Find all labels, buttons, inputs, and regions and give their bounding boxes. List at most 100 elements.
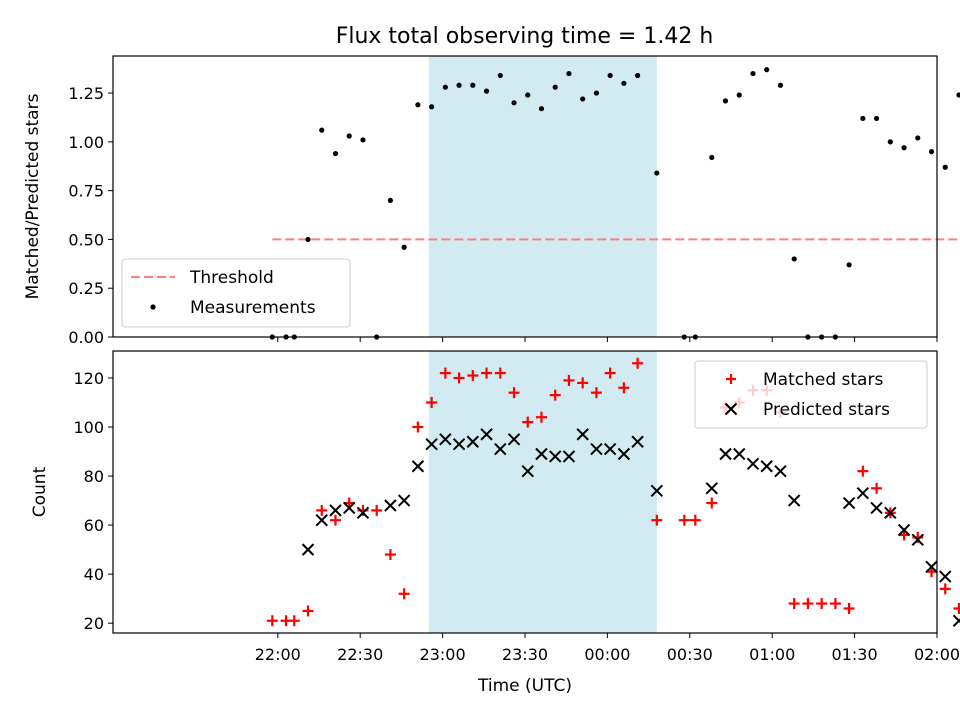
matched-star-point <box>535 411 547 423</box>
legend-measurements-swatch <box>150 304 156 310</box>
predicted-star-point <box>425 437 438 451</box>
matched-star-point <box>604 367 616 379</box>
matched-star-point <box>453 372 465 384</box>
predicted-star-point <box>521 464 534 478</box>
predicted-star-point <box>911 533 924 547</box>
matched-star-point <box>678 514 690 526</box>
bottom-y-tick-label: 40 <box>84 565 104 584</box>
predicted-star-point <box>343 501 356 515</box>
matched-star-point <box>508 387 520 399</box>
matched-star-point <box>439 367 451 379</box>
top-legend-box <box>121 258 351 328</box>
x-tick-label: 22:00 <box>255 645 301 664</box>
matched-star-point <box>549 389 561 401</box>
measurement-point <box>552 84 558 90</box>
measurement-point <box>873 115 880 122</box>
top-y-axis: 0.00 0.25 0.50 0.75 1.00 1.25 <box>68 84 113 347</box>
bottom-y-axis-label: Count <box>30 466 50 517</box>
predicted-star-point <box>562 450 576 463</box>
bottom-y-tick-label: 20 <box>84 614 104 633</box>
bottom-x-axis: 22:00 22:30 23:00 23:30 00:00 00:30 01:00 01:30… <box>255 633 960 664</box>
measurement-point <box>346 133 352 139</box>
measurement-point <box>483 88 490 94</box>
matched-star-point <box>481 367 493 379</box>
predicted-star-point <box>842 496 856 510</box>
measurement-point <box>387 197 394 204</box>
predicted-star-point <box>925 560 938 573</box>
top-y-tick-label: 0.75 <box>68 182 104 201</box>
bottom-legend: Matched stars Predicted stars <box>694 360 928 429</box>
measurement-point <box>511 100 517 106</box>
predicted-star-point <box>397 494 411 507</box>
predicted-star-point <box>535 447 548 461</box>
measurement-point <box>360 137 366 143</box>
measurement-point <box>791 256 797 262</box>
predicted-star-point <box>856 487 870 500</box>
top-axes-frame <box>112 55 938 338</box>
legend-predicted-swatch <box>724 402 738 416</box>
bottom-panel: 20 40 60 80 100 120 22:00 22:30 23:00 23:30 00:00… <box>30 350 960 696</box>
measurement-point <box>654 170 660 176</box>
x-tick-label: 02:00 <box>914 645 960 664</box>
matched-star-point <box>494 367 506 379</box>
predicted-star-point <box>590 442 603 456</box>
predicted-star-point <box>439 433 452 446</box>
matched-star-point <box>632 357 644 369</box>
predicted-star-point <box>719 447 732 461</box>
x-tick-label: 23:00 <box>420 645 466 664</box>
measurement-point <box>442 84 448 90</box>
bottom-y-tick-label: 60 <box>84 516 104 535</box>
measurement-point <box>635 72 641 79</box>
predicted-star-point <box>494 442 507 456</box>
matched-star-point <box>316 504 328 516</box>
measurement-point <box>580 96 586 102</box>
predicted-star-point <box>746 457 760 471</box>
legend-threshold-label: Threshold <box>189 268 274 288</box>
measurement-point <box>750 70 756 77</box>
predicted-star-point <box>952 614 960 627</box>
matched-star-point <box>871 482 883 494</box>
x-tick-label: 00:30 <box>667 645 713 664</box>
x-tick-label: 01:00 <box>749 645 795 664</box>
matched-star-point <box>816 598 828 610</box>
predicted-star-point <box>617 447 631 461</box>
measurement-point <box>928 149 935 155</box>
chart-title: Flux total observing time = 1.42 h <box>336 24 714 49</box>
matched-star-point <box>843 602 855 614</box>
matched-star-point <box>651 514 663 526</box>
measurement-point <box>401 244 407 250</box>
matched-star-point <box>788 598 800 610</box>
bottom-shaded-region <box>428 351 657 633</box>
predicted-star-point <box>301 543 315 556</box>
measurement-point <box>777 82 784 88</box>
matched-star-point <box>412 421 424 433</box>
measurement-point <box>456 82 462 88</box>
measurement-point <box>901 145 907 151</box>
predicted-star-point <box>576 428 589 441</box>
matched-star-point <box>329 514 341 526</box>
predicted-star-point <box>774 464 787 478</box>
measurement-point <box>497 72 503 79</box>
matched-star-point <box>426 396 438 408</box>
matched-star-point <box>384 549 396 561</box>
top-y-axis-label: Matched/Predicted stars <box>23 93 43 299</box>
top-shaded-region <box>428 56 657 337</box>
measurement-point <box>470 82 476 88</box>
bottom-axes-frame <box>112 350 938 634</box>
matched-star-point <box>689 514 701 526</box>
predicted-star-point <box>897 523 911 537</box>
predicted-star-point <box>549 450 562 463</box>
measurement-point <box>621 80 627 86</box>
matched-star-point <box>302 605 314 617</box>
predicted-star-point <box>760 460 773 473</box>
measurement-point <box>942 164 948 170</box>
x-tick-label: 00:00 <box>584 645 630 664</box>
legend-predicted-label: Predicted stars <box>763 400 890 420</box>
bottom-legend-box <box>694 360 928 429</box>
predicted-stars-series <box>301 428 960 627</box>
matched-star-point <box>398 588 410 600</box>
matched-star-point <box>522 416 534 428</box>
measurement-point <box>956 92 960 98</box>
predicted-star-point <box>733 447 746 461</box>
